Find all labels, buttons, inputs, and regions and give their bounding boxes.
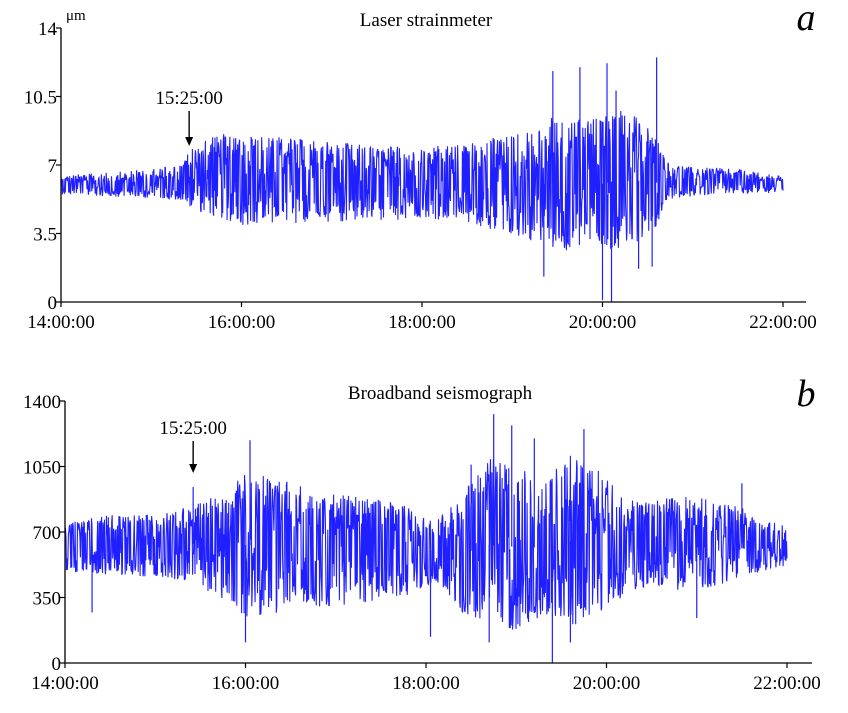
y-tick-label: 0: [48, 293, 58, 314]
x-tick-label: 16:00:00: [212, 673, 280, 694]
x-tick-label: 22:00:00: [753, 673, 821, 694]
annotation-arrowhead: [185, 137, 194, 146]
x-tick-label: 20:00:00: [573, 673, 641, 694]
y-tick-label: 3.5: [33, 225, 57, 246]
x-tick-label: 14:00:00: [31, 673, 99, 694]
x-tick-label: 22:00:00: [749, 312, 817, 333]
signal-trace: [64, 455, 788, 630]
y-tick-label: 10.5: [24, 88, 57, 109]
y-tick-label: 700: [33, 523, 62, 544]
annotation-label: 15:25:00: [159, 418, 227, 439]
panel-laser-strainmeter: Laser strainmeter a μm 0 3.5 7 10.5 14 14:00:…: [24, 0, 817, 333]
chart-title: Laser strainmeter: [360, 10, 493, 31]
y-axis-unit-label: μm: [66, 8, 86, 24]
chart-title: Broadband seismograph: [348, 383, 533, 404]
signal-trace: [60, 110, 784, 251]
y-tick-label: 7: [48, 156, 58, 177]
x-tick-label: 20:00:00: [569, 312, 637, 333]
panel-broadband-seismograph: Broadband seismograph b 0 350 700 1050 1400 1…: [23, 373, 821, 694]
y-tick-label: 350: [33, 589, 62, 610]
x-tick-label: 18:00:00: [388, 312, 456, 333]
annotation-arrowhead: [189, 464, 198, 473]
x-tick-label: 18:00:00: [392, 673, 460, 694]
panel-label: b: [797, 373, 816, 415]
y-tick-label: 1400: [23, 392, 61, 413]
y-tick-label: 1050: [23, 458, 61, 479]
annotation-label: 15:25:00: [155, 88, 223, 109]
panel-label: a: [797, 0, 816, 39]
y-tick-label: 0: [52, 654, 62, 675]
x-tick-label: 16:00:00: [208, 312, 276, 333]
y-tick-label: 14: [38, 19, 58, 40]
x-tick-label: 14:00:00: [27, 312, 95, 333]
